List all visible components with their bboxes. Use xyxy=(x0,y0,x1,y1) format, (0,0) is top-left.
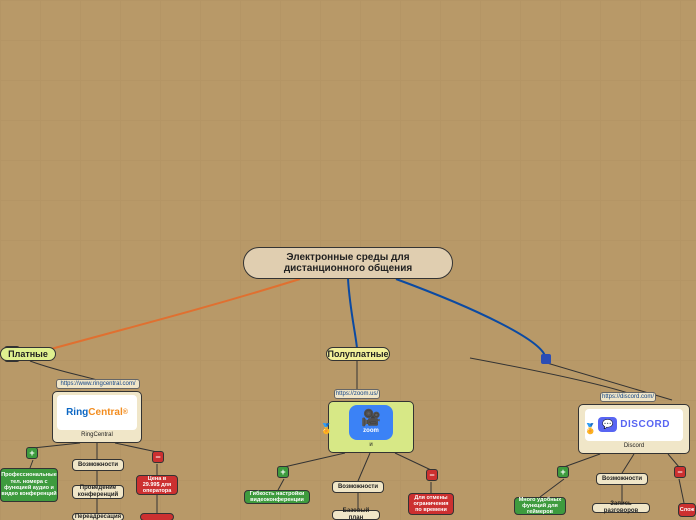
ringcentral-minus[interactable]: − xyxy=(152,451,164,463)
ringcentral-logo: RingCentral® xyxy=(57,395,137,430)
discord-url[interactable]: https://discord.com/ xyxy=(600,392,656,402)
ringcentral-price: Цена в 29.99$ для оператора xyxy=(136,475,178,495)
zoom-plus[interactable]: + xyxy=(277,466,289,478)
ringcentral-plus[interactable]: + xyxy=(26,447,38,459)
ringcentral-forwarding: Переадресация xyxy=(72,513,124,520)
ringcentral-minus-leaf2 xyxy=(140,513,174,520)
zoom-card[interactable]: 🎥 zoom и xyxy=(328,401,414,453)
ringcentral-pro-numbers: Профессиональные тел. номера с функцией … xyxy=(0,468,58,502)
ringcentral-label: RingCentral xyxy=(81,432,113,439)
discord-plus[interactable]: + xyxy=(557,466,569,478)
discord-badge-icon: 🏅 xyxy=(584,424,596,435)
ringcentral-features[interactable]: Возможности xyxy=(72,459,124,471)
discord-gamer-functions: Много удобных функций для геймеров xyxy=(514,497,566,515)
category-semipaid[interactable]: Полуплатные xyxy=(326,347,390,361)
zoom-minus[interactable]: − xyxy=(426,469,438,481)
discord-minus[interactable]: − xyxy=(674,466,686,478)
zoom-url[interactable]: https://zoom.us/ xyxy=(334,389,380,399)
zoom-basic-plan: Базовый план xyxy=(332,510,380,520)
zoom-time-limit: Для отмены ограничения по времени xyxy=(408,493,454,515)
discord-complexity: Слож xyxy=(678,503,696,517)
category-paid[interactable]: Платные xyxy=(0,347,56,361)
zoom-badge-icon: 🏅 xyxy=(320,424,332,435)
discord-label: Discord xyxy=(624,443,644,450)
discord-recording: Запись разговоров xyxy=(592,503,650,513)
zoom-label: и xyxy=(369,442,372,449)
zoom-flexibility: Гибкость настройки видеоконференции xyxy=(244,490,310,504)
zoom-features[interactable]: Возможности xyxy=(332,481,384,493)
zoom-logo: 🎥 zoom xyxy=(349,405,393,440)
ringcentral-card[interactable]: RingCentral® RingCentral xyxy=(52,391,142,443)
discord-features[interactable]: Возможности xyxy=(596,473,648,485)
discord-logo: 💬 DISCORD xyxy=(585,409,683,441)
ringcentral-conferencing: Проведение конференций xyxy=(72,485,124,499)
root-node[interactable]: Электронные среды для дистанционного общ… xyxy=(243,247,453,279)
ringcentral-url[interactable]: https://www.ringcentral.com/ xyxy=(56,379,140,389)
collapse-marker[interactable] xyxy=(541,354,551,364)
